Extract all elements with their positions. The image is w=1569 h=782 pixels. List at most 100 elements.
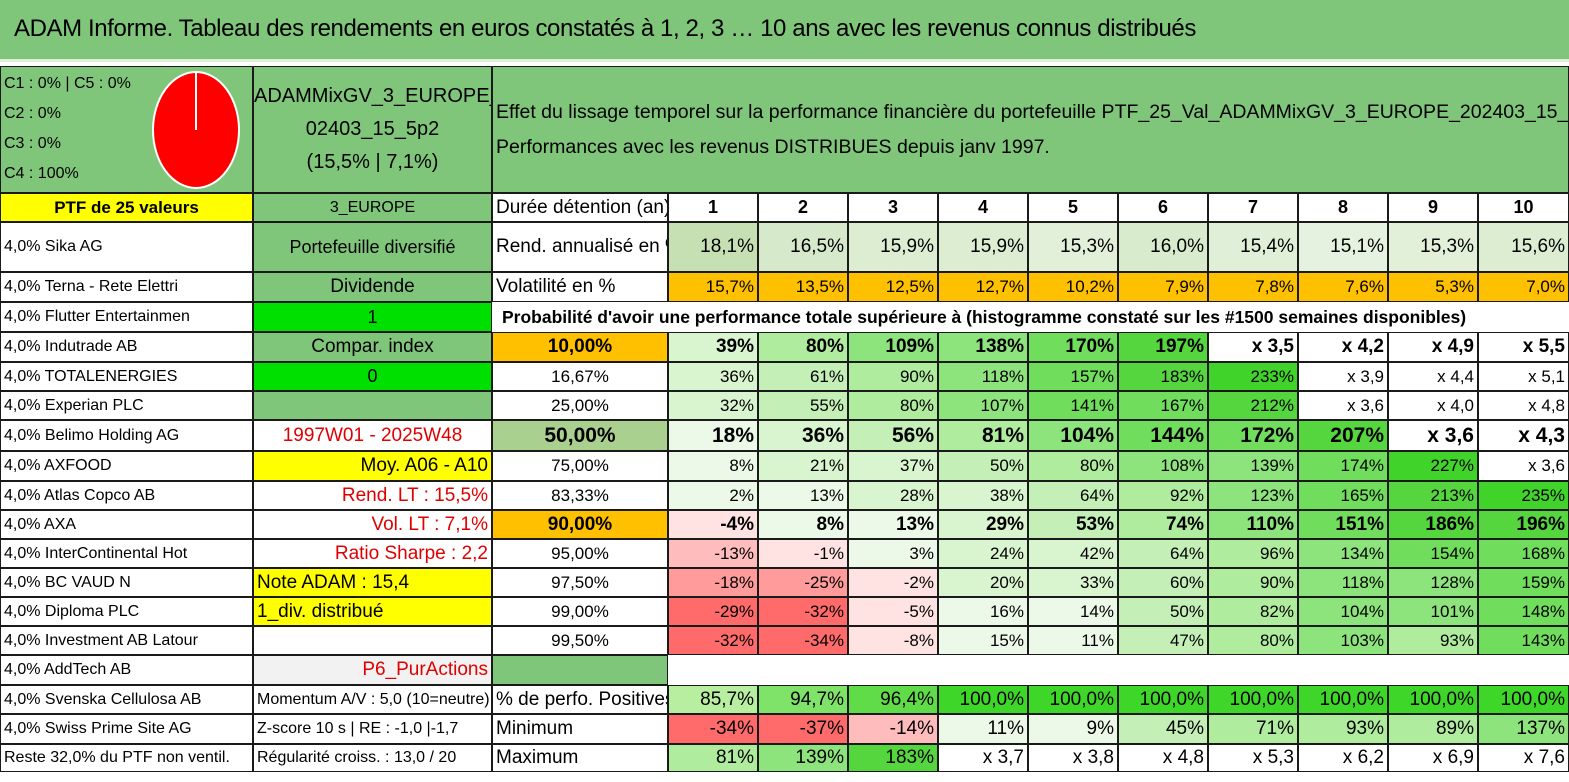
prob-value[interactable]: 13% xyxy=(758,481,848,510)
holding-row[interactable]: 4,0% Sika AG xyxy=(0,222,253,272)
info-cell[interactable]: Régularité croiss. : 13,0 / 20 xyxy=(253,744,492,772)
prob-value[interactable]: 24% xyxy=(938,539,1028,568)
prob-value[interactable]: 118% xyxy=(1298,568,1388,597)
rend-value[interactable]: 18,1% xyxy=(668,222,758,272)
prob-value[interactable]: 92% xyxy=(1118,481,1208,510)
vol-value[interactable]: 15,7% xyxy=(668,272,758,302)
prob-value[interactable]: 8% xyxy=(758,510,848,539)
prob-value[interactable]: 50% xyxy=(1118,597,1208,626)
stat-value[interactable]: 137% xyxy=(1478,714,1569,744)
stat-value[interactable]: 71% xyxy=(1208,714,1298,744)
prob-value[interactable]: 3% xyxy=(848,539,938,568)
prob-value[interactable]: -18% xyxy=(668,568,758,597)
holding-row[interactable]: 4,0% Diploma PLC xyxy=(0,597,253,626)
prob-value[interactable]: 207% xyxy=(1298,420,1388,451)
vol-value[interactable]: 7,8% xyxy=(1208,272,1298,302)
info-cell[interactable]: Compar. index xyxy=(253,332,492,362)
stat-value[interactable]: 89% xyxy=(1388,714,1478,744)
stat-value[interactable]: x 6,2 xyxy=(1298,744,1388,772)
prob-value[interactable]: x 3,6 xyxy=(1388,420,1478,451)
prob-value[interactable]: -13% xyxy=(668,539,758,568)
prob-threshold[interactable]: 25,00% xyxy=(492,391,668,420)
info-cell[interactable]: Z-score 10 s | RE : -1,0 |-1,7 xyxy=(253,714,492,744)
prob-value[interactable]: 196% xyxy=(1478,510,1569,539)
info-cell[interactable]: 1 xyxy=(253,302,492,332)
prob-value[interactable]: x 4,4 xyxy=(1388,362,1478,391)
prob-value[interactable]: 32% xyxy=(668,391,758,420)
stat-value[interactable]: 9% xyxy=(1028,714,1118,744)
prob-value[interactable]: 53% xyxy=(1028,510,1118,539)
info-cell[interactable]: Ratio Sharpe : 2,2 xyxy=(253,539,492,568)
stat-value[interactable]: x 3,7 xyxy=(938,744,1028,772)
stat-value[interactable]: 100,0% xyxy=(1208,685,1298,714)
holding-row[interactable]: 4,0% Svenska Cellulosa AB xyxy=(0,685,253,714)
info-cell[interactable]: P6_PurActions xyxy=(253,655,492,685)
prob-value[interactable]: 157% xyxy=(1028,362,1118,391)
header-duration[interactable]: Durée détention (an) xyxy=(492,193,668,222)
prob-value[interactable]: 235% xyxy=(1478,481,1569,510)
holding-row[interactable]: 4,0% Terna - Rete Elettri xyxy=(0,272,253,302)
prob-value[interactable]: 80% xyxy=(1208,626,1298,655)
stat-label[interactable]: % de perfo. Positives xyxy=(492,685,668,714)
rend-value[interactable]: 16,5% xyxy=(758,222,848,272)
stat-value[interactable]: x 5,3 xyxy=(1208,744,1298,772)
prob-value[interactable]: 61% xyxy=(758,362,848,391)
prob-threshold[interactable]: 99,50% xyxy=(492,626,668,655)
prob-value[interactable]: 74% xyxy=(1118,510,1208,539)
info-cell[interactable] xyxy=(253,391,492,420)
year-header-10[interactable]: 10 xyxy=(1478,193,1569,222)
prob-value[interactable]: 139% xyxy=(1208,451,1298,481)
stat-value[interactable]: 45% xyxy=(1118,714,1208,744)
stat-value[interactable]: 100,0% xyxy=(1388,685,1478,714)
prob-value[interactable]: 197% xyxy=(1118,332,1208,362)
rend-value[interactable]: 15,1% xyxy=(1298,222,1388,272)
holding-row[interactable]: 4,0% AXFOOD xyxy=(0,451,253,481)
prob-value[interactable]: x 4,2 xyxy=(1298,332,1388,362)
holding-row[interactable]: 4,0% AddTech AB xyxy=(0,655,253,685)
prob-value[interactable]: -29% xyxy=(668,597,758,626)
prob-value[interactable]: 159% xyxy=(1478,568,1569,597)
prob-value[interactable]: 36% xyxy=(668,362,758,391)
rend-value[interactable]: 15,3% xyxy=(1388,222,1478,272)
prob-threshold[interactable]: 97,50% xyxy=(492,568,668,597)
prob-value[interactable]: 96% xyxy=(1208,539,1298,568)
prob-value[interactable]: 104% xyxy=(1298,597,1388,626)
info-cell[interactable]: Rend. LT : 15,5% xyxy=(253,481,492,510)
prob-value[interactable]: 128% xyxy=(1388,568,1478,597)
prob-value[interactable]: x 3,6 xyxy=(1478,451,1569,481)
prob-value[interactable]: 28% xyxy=(848,481,938,510)
stat-value[interactable]: 100,0% xyxy=(1028,685,1118,714)
prob-value[interactable]: 64% xyxy=(1118,539,1208,568)
stat-value[interactable]: 81% xyxy=(668,744,758,772)
year-header-3[interactable]: 3 xyxy=(848,193,938,222)
prob-value[interactable]: 141% xyxy=(1028,391,1118,420)
prob-value[interactable]: 186% xyxy=(1388,510,1478,539)
prob-value[interactable]: -4% xyxy=(668,510,758,539)
prob-value[interactable]: 110% xyxy=(1208,510,1298,539)
prob-threshold[interactable]: 50,00% xyxy=(492,420,668,451)
info-cell[interactable]: Moy. A06 - A10 xyxy=(253,451,492,481)
info-cell[interactable] xyxy=(253,626,492,655)
prob-value[interactable]: 104% xyxy=(1028,420,1118,451)
prob-threshold[interactable]: 95,00% xyxy=(492,539,668,568)
prob-threshold[interactable]: 99,00% xyxy=(492,597,668,626)
prob-value[interactable]: -32% xyxy=(668,626,758,655)
header-portfolio-count[interactable]: PTF de 25 valeurs xyxy=(0,193,253,222)
holding-row[interactable]: 4,0% Investment AB Latour xyxy=(0,626,253,655)
prob-value[interactable]: 154% xyxy=(1388,539,1478,568)
prob-value[interactable]: 144% xyxy=(1118,420,1208,451)
holding-row[interactable]: 4,0% InterContinental Hot xyxy=(0,539,253,568)
prob-value[interactable]: 38% xyxy=(938,481,1028,510)
vol-label[interactable]: Volatilité en % xyxy=(492,272,668,302)
prob-value[interactable]: 15% xyxy=(938,626,1028,655)
stat-value[interactable]: -37% xyxy=(758,714,848,744)
holding-row[interactable]: 4,0% BC VAUD N xyxy=(0,568,253,597)
prob-value[interactable]: -5% xyxy=(848,597,938,626)
year-header-7[interactable]: 7 xyxy=(1208,193,1298,222)
rend-label[interactable]: Rend. annualisé en % xyxy=(492,222,668,272)
holding-row[interactable]: Reste 32,0% du PTF non ventil. xyxy=(0,744,253,772)
prob-value[interactable]: x 5,5 xyxy=(1478,332,1569,362)
prob-value[interactable]: x 4,0 xyxy=(1388,391,1478,420)
prob-value[interactable]: 29% xyxy=(938,510,1028,539)
prob-value[interactable]: 165% xyxy=(1298,481,1388,510)
